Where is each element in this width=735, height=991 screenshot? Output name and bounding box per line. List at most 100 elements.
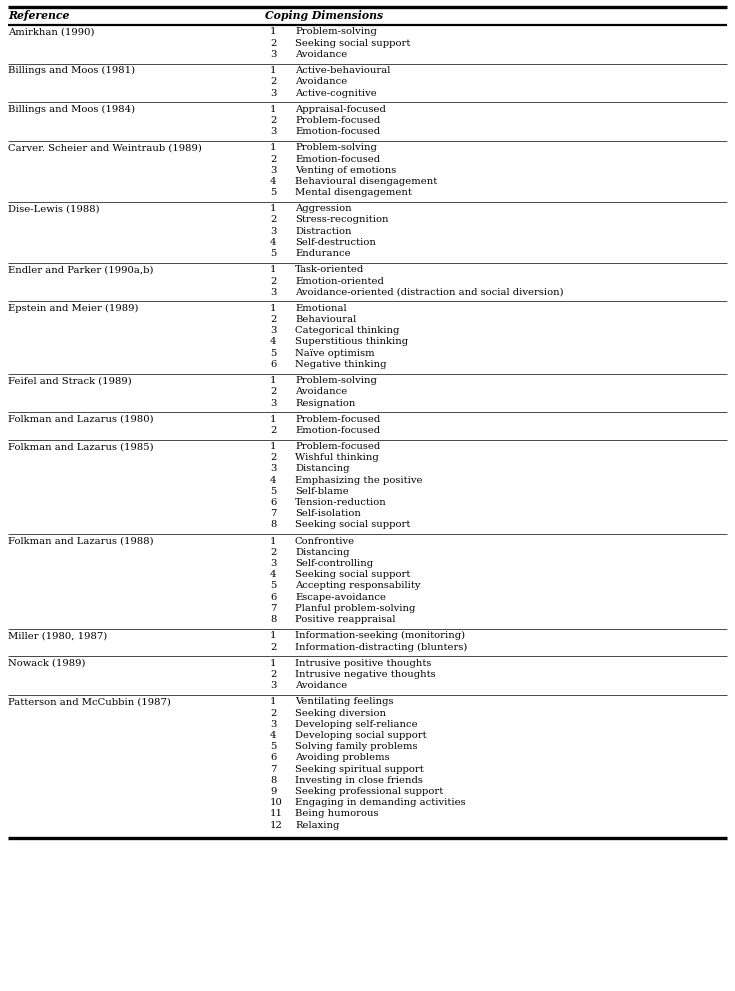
Text: 1: 1	[270, 377, 276, 385]
Text: Problem-solving: Problem-solving	[295, 28, 377, 37]
Text: Accepting responsability: Accepting responsability	[295, 582, 420, 591]
Text: 1: 1	[270, 266, 276, 275]
Text: Coping Dimensions: Coping Dimensions	[265, 10, 383, 21]
Text: Self-controlling: Self-controlling	[295, 559, 373, 568]
Text: Solving family problems: Solving family problems	[295, 742, 417, 751]
Text: 5: 5	[270, 349, 276, 358]
Text: Self-destruction: Self-destruction	[295, 238, 376, 247]
Text: Distancing: Distancing	[295, 548, 350, 557]
Text: Positive reappraisal: Positive reappraisal	[295, 615, 395, 624]
Text: 1: 1	[270, 698, 276, 707]
Text: Stress-recognition: Stress-recognition	[295, 215, 389, 225]
Text: 2: 2	[270, 315, 276, 324]
Text: 5: 5	[270, 487, 276, 496]
Text: 6: 6	[270, 498, 276, 507]
Text: 2: 2	[270, 276, 276, 285]
Text: Emotion-oriented: Emotion-oriented	[295, 276, 384, 285]
Text: Venting of emotions: Venting of emotions	[295, 165, 396, 174]
Text: Confrontive: Confrontive	[295, 537, 355, 546]
Text: 10: 10	[270, 798, 283, 807]
Text: Avoidance: Avoidance	[295, 387, 347, 396]
Text: 2: 2	[270, 77, 276, 86]
Text: 7: 7	[270, 509, 276, 518]
Text: Active-behavioural: Active-behavioural	[295, 66, 390, 75]
Text: Problem-solving: Problem-solving	[295, 144, 377, 153]
Text: Seeking social support: Seeking social support	[295, 39, 410, 48]
Text: Folkman and Lazarus (1985): Folkman and Lazarus (1985)	[8, 442, 154, 451]
Text: Billings and Moos (1984): Billings and Moos (1984)	[8, 105, 135, 114]
Text: 4: 4	[270, 338, 276, 347]
Text: Seeking diversion: Seeking diversion	[295, 709, 386, 717]
Text: 4: 4	[270, 177, 276, 186]
Text: 2: 2	[270, 548, 276, 557]
Text: Emotion-focused: Emotion-focused	[295, 155, 380, 164]
Text: Problem-focused: Problem-focused	[295, 414, 380, 424]
Text: 2: 2	[270, 670, 276, 679]
Text: 2: 2	[270, 426, 276, 435]
Text: Engaging in demanding activities: Engaging in demanding activities	[295, 798, 466, 807]
Text: Endurance: Endurance	[295, 249, 351, 258]
Text: 2: 2	[270, 39, 276, 48]
Text: 1: 1	[270, 204, 276, 213]
Text: Being humorous: Being humorous	[295, 810, 379, 819]
Text: 3: 3	[270, 165, 276, 174]
Text: 5: 5	[270, 742, 276, 751]
Text: Mental disengagement: Mental disengagement	[295, 188, 412, 197]
Text: 8: 8	[270, 520, 276, 529]
Text: Resignation: Resignation	[295, 398, 356, 407]
Text: Folkman and Lazarus (1988): Folkman and Lazarus (1988)	[8, 537, 154, 546]
Text: Miller (1980, 1987): Miller (1980, 1987)	[8, 631, 107, 640]
Text: 3: 3	[270, 398, 276, 407]
Text: Planful problem-solving: Planful problem-solving	[295, 604, 415, 612]
Text: Amirkhan (1990): Amirkhan (1990)	[8, 28, 95, 37]
Text: Distraction: Distraction	[295, 227, 351, 236]
Text: Aggression: Aggression	[295, 204, 351, 213]
Text: 1: 1	[270, 105, 276, 114]
Text: Relaxing: Relaxing	[295, 821, 340, 829]
Text: Avoidance: Avoidance	[295, 77, 347, 86]
Text: 8: 8	[270, 615, 276, 624]
Text: 6: 6	[270, 753, 276, 762]
Text: Problem-focused: Problem-focused	[295, 116, 380, 125]
Text: 2: 2	[270, 387, 276, 396]
Text: Billings and Moos (1981): Billings and Moos (1981)	[8, 66, 135, 75]
Text: Ventilating feelings: Ventilating feelings	[295, 698, 393, 707]
Text: Seeking professional support: Seeking professional support	[295, 787, 443, 796]
Text: 3: 3	[270, 50, 276, 58]
Text: 1: 1	[270, 442, 276, 451]
Text: Intrusive negative thoughts: Intrusive negative thoughts	[295, 670, 436, 679]
Text: 1: 1	[270, 537, 276, 546]
Text: 1: 1	[270, 631, 276, 640]
Text: Appraisal-focused: Appraisal-focused	[295, 105, 386, 114]
Text: 3: 3	[270, 719, 276, 728]
Text: 9: 9	[270, 787, 276, 796]
Text: 7: 7	[270, 604, 276, 612]
Text: 2: 2	[270, 215, 276, 225]
Text: Seeking spiritual support: Seeking spiritual support	[295, 764, 424, 774]
Text: Avoidance: Avoidance	[295, 50, 347, 58]
Text: Epstein and Meier (1989): Epstein and Meier (1989)	[8, 304, 138, 313]
Text: 4: 4	[270, 476, 276, 485]
Text: Negative thinking: Negative thinking	[295, 360, 387, 369]
Text: 5: 5	[270, 582, 276, 591]
Text: 4: 4	[270, 731, 276, 740]
Text: Wishful thinking: Wishful thinking	[295, 453, 379, 462]
Text: Avoidance: Avoidance	[295, 681, 347, 690]
Text: Investing in close friends: Investing in close friends	[295, 776, 423, 785]
Text: Intrusive positive thoughts: Intrusive positive thoughts	[295, 659, 431, 668]
Text: Carver. Scheier and Weintraub (1989): Carver. Scheier and Weintraub (1989)	[8, 144, 202, 153]
Text: 11: 11	[270, 810, 283, 819]
Text: Nowack (1989): Nowack (1989)	[8, 659, 85, 668]
Text: Seeking social support: Seeking social support	[295, 570, 410, 580]
Text: 1: 1	[270, 659, 276, 668]
Text: Dise-Lewis (1988): Dise-Lewis (1988)	[8, 204, 100, 213]
Text: Information-seeking (monitoring): Information-seeking (monitoring)	[295, 631, 465, 640]
Text: 2: 2	[270, 116, 276, 125]
Text: Emphasizing the positive: Emphasizing the positive	[295, 476, 423, 485]
Text: Developing social support: Developing social support	[295, 731, 426, 740]
Text: Folkman and Lazarus (1980): Folkman and Lazarus (1980)	[8, 414, 154, 424]
Text: Seeking social support: Seeking social support	[295, 520, 410, 529]
Text: 12: 12	[270, 821, 283, 829]
Text: 2: 2	[270, 709, 276, 717]
Text: 4: 4	[270, 570, 276, 580]
